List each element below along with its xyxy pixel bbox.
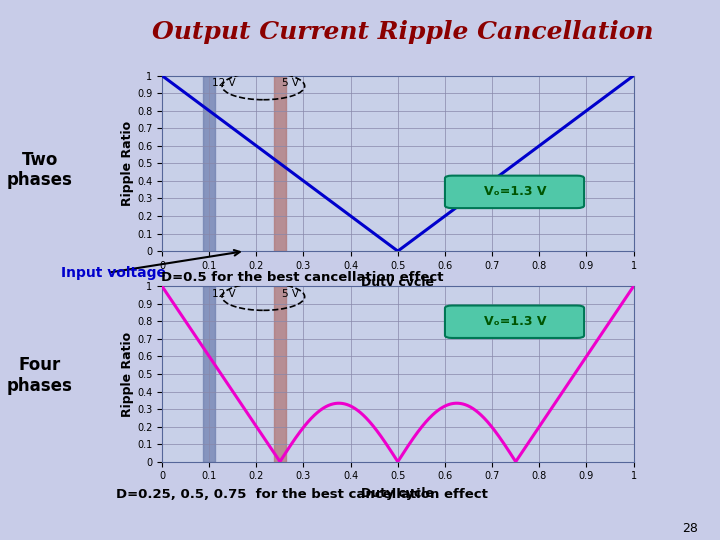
- Text: 5 V: 5 V: [282, 289, 300, 299]
- Text: Two
phases: Two phases: [6, 151, 73, 190]
- Text: Input voltage: Input voltage: [61, 266, 166, 280]
- Text: Vₒ=1.3 V: Vₒ=1.3 V: [484, 315, 546, 328]
- Bar: [274, 286, 286, 462]
- Text: 12 V: 12 V: [212, 289, 235, 299]
- X-axis label: Duty cycle: Duty cycle: [361, 487, 434, 500]
- FancyBboxPatch shape: [445, 176, 584, 208]
- FancyBboxPatch shape: [445, 306, 584, 338]
- Text: 28: 28: [683, 522, 698, 535]
- Text: Four
phases: Four phases: [6, 356, 73, 395]
- Text: 5 V: 5 V: [282, 78, 300, 88]
- Bar: [203, 76, 215, 251]
- Text: 12 V: 12 V: [212, 78, 235, 88]
- Y-axis label: Ripple Ratio: Ripple Ratio: [121, 121, 134, 206]
- Text: D=0.5 for the best cancellation effect: D=0.5 for the best cancellation effect: [161, 271, 444, 284]
- Text: D=0.25, 0.5, 0.75  for the best cancellation effect: D=0.25, 0.5, 0.75 for the best cancellat…: [117, 488, 488, 501]
- Bar: [274, 76, 286, 251]
- X-axis label: Duty cycle: Duty cycle: [361, 276, 434, 289]
- Y-axis label: Ripple Ratio: Ripple Ratio: [121, 332, 134, 416]
- Text: Output Current Ripple Cancellation: Output Current Ripple Cancellation: [153, 21, 654, 44]
- Bar: [203, 286, 215, 462]
- Text: Vₒ=1.3 V: Vₒ=1.3 V: [484, 185, 546, 198]
